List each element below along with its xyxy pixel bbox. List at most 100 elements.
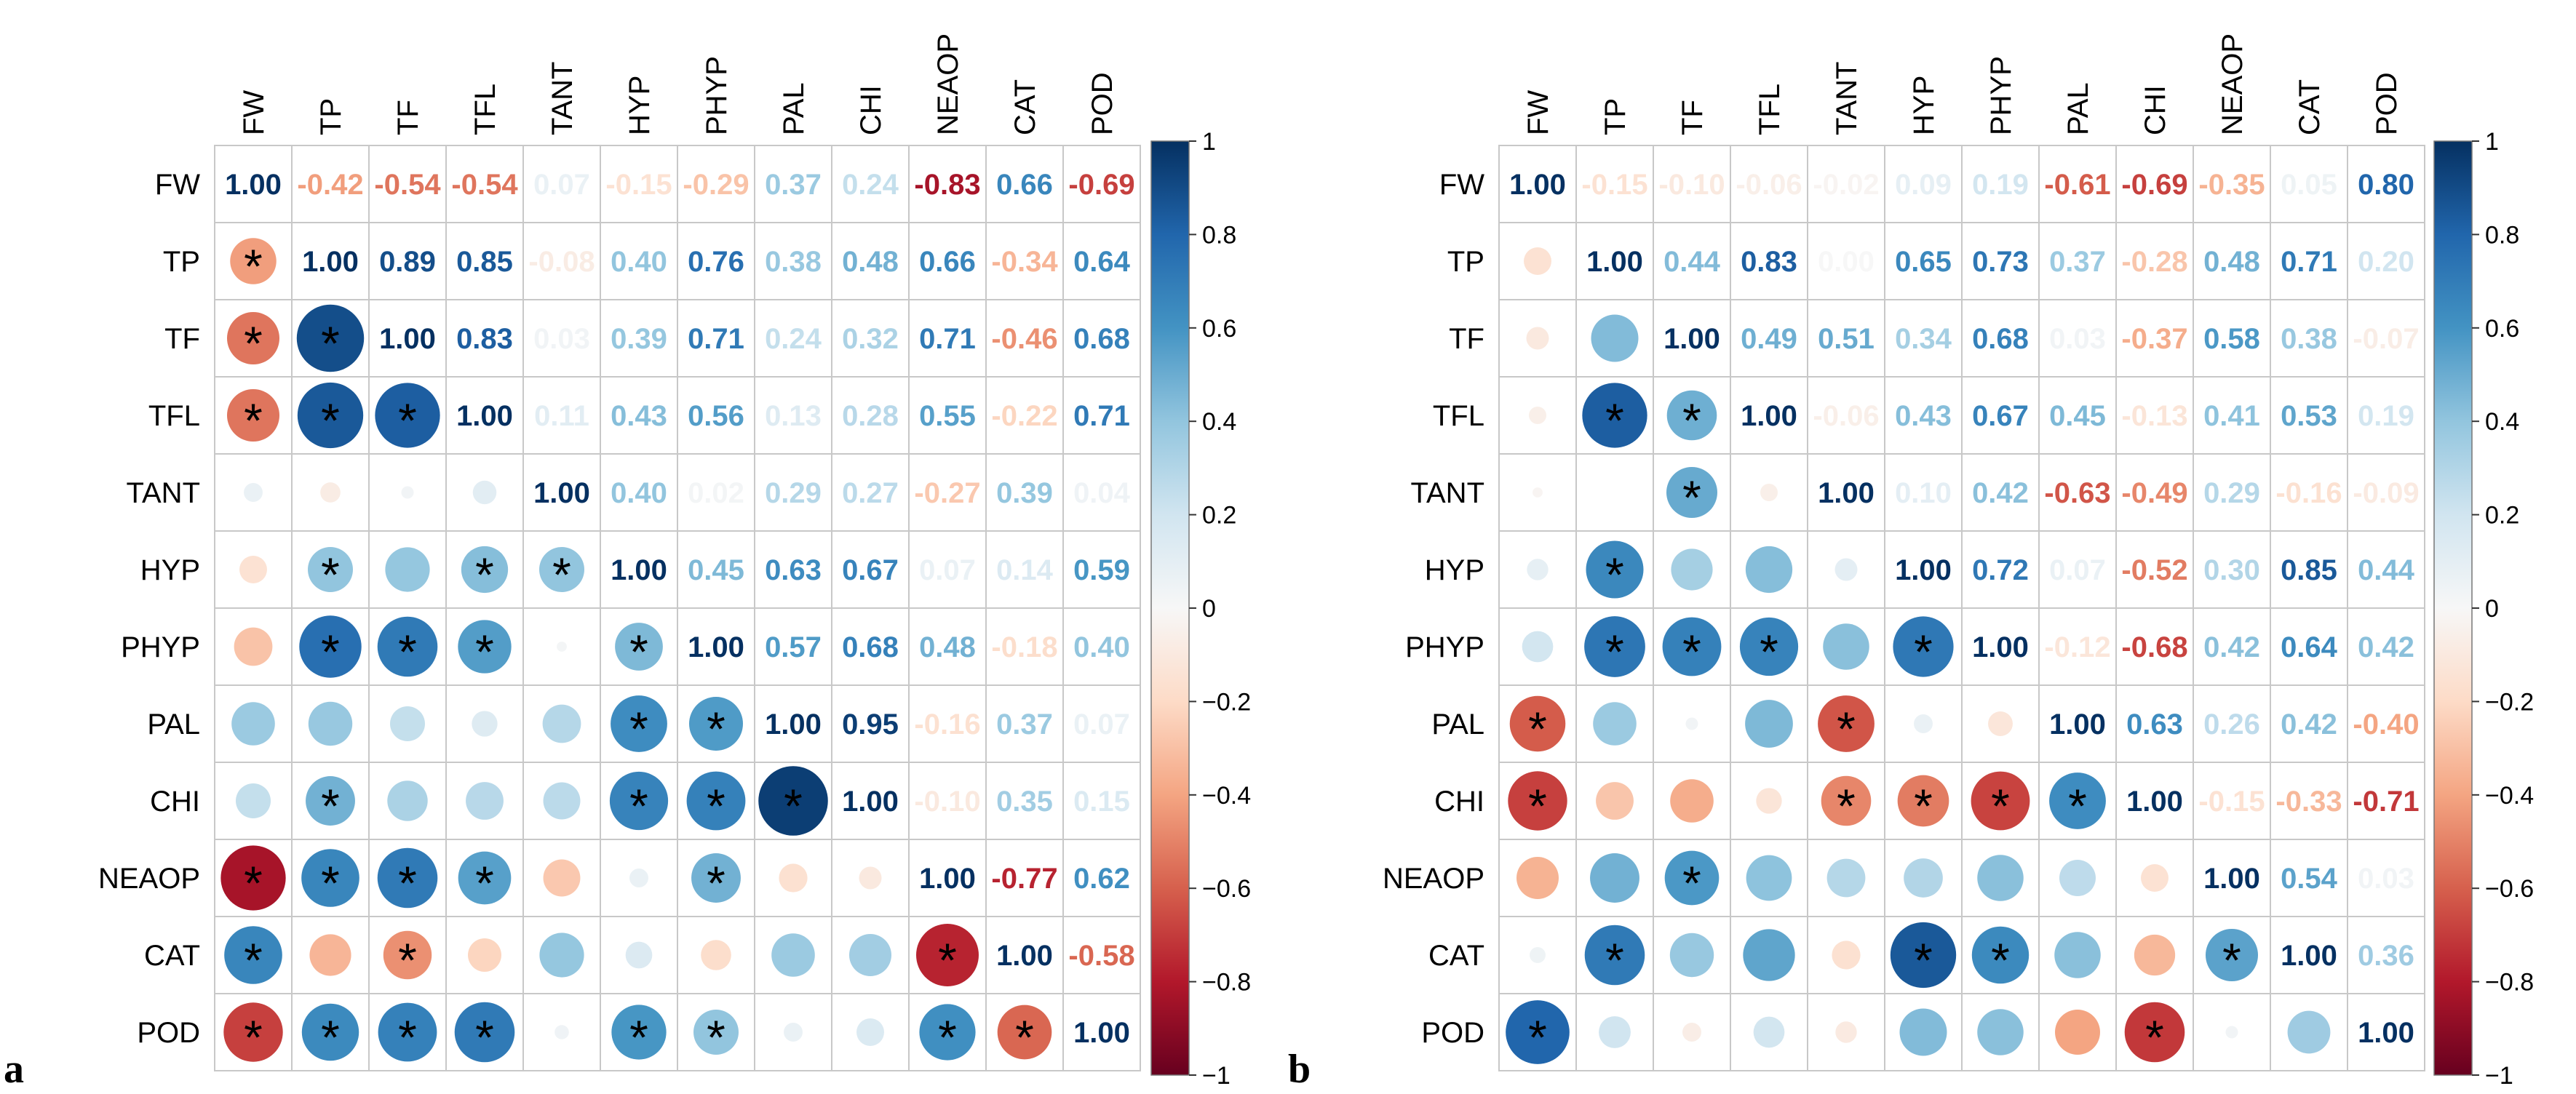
correlation-circle (472, 480, 497, 505)
coefficient-label: 0.54 (2281, 863, 2338, 895)
correlation-circle (1914, 714, 1933, 733)
coefficient-label: 1.00 (1509, 169, 1566, 201)
coefficient-label: 1.00 (688, 631, 744, 663)
coefficient-label: 0.07 (919, 554, 976, 586)
correlation-circle (856, 1018, 884, 1046)
coefficient-label: 1.00 (1073, 1017, 1130, 1049)
correlation-circle (1524, 247, 1551, 275)
coefficient-label: 0.48 (919, 631, 976, 663)
colorbar-tick-label: −0.4 (1202, 782, 1251, 810)
coefficient-label: -0.71 (2353, 786, 2419, 818)
correlation-circle (1904, 858, 1943, 898)
correlation-circle (784, 1023, 803, 1042)
correlation-circle (308, 547, 353, 592)
coefficient-label: 1.00 (765, 708, 822, 740)
coefficient-label: -0.46 (991, 323, 1057, 355)
coefficient-label: -0.40 (2353, 708, 2419, 740)
significance-star: * (398, 1010, 417, 1064)
correlation-circle (539, 547, 584, 592)
correlation-circle (554, 1025, 569, 1039)
coefficient-label: 0.83 (456, 323, 513, 355)
row-label: NEAOP (98, 863, 200, 895)
matrix-cell (2347, 993, 2425, 1071)
row-label: HYP (140, 554, 200, 586)
coefficient-label: 1.00 (379, 323, 436, 355)
significance-star: * (321, 1010, 340, 1064)
significance-star: * (1682, 471, 1701, 524)
colorbar-tick-label: −0.4 (2485, 782, 2534, 810)
correlation-circle (385, 547, 430, 592)
column-label: HYP (1908, 76, 1940, 135)
correlation-circle (1821, 775, 1872, 826)
correlation-circle (1823, 623, 1869, 670)
row-label: TANT (127, 477, 200, 509)
coefficient-label: 0.76 (688, 246, 744, 278)
significance-star: * (321, 316, 340, 370)
colorbar-tick-label: 0.2 (2485, 502, 2519, 530)
coefficient-label: 0.04 (1073, 477, 1131, 509)
column-label: PAL (778, 82, 810, 135)
coefficient-label: 0.62 (1073, 863, 1130, 895)
coefficient-label: -0.68 (2121, 631, 2187, 663)
row-label: PAL (147, 708, 200, 740)
coefficient-label: 0.00 (1818, 246, 1875, 278)
significance-star: * (629, 779, 648, 833)
panel-letter: a (4, 1047, 24, 1092)
correlation-circle (223, 1002, 283, 1062)
coefficient-label: 0.72 (1972, 554, 2029, 586)
coefficient-label: -0.29 (683, 169, 749, 201)
coefficient-label: -0.10 (914, 786, 980, 818)
coefficient-label: 0.39 (611, 323, 667, 355)
coefficient-label: 0.43 (611, 400, 667, 432)
row-label: TANT (1411, 477, 1484, 509)
column-label: TFL (1754, 84, 1786, 135)
significance-star: * (475, 1010, 494, 1064)
coefficient-label: 0.05 (2281, 169, 2337, 201)
row-label: CHI (1434, 786, 1484, 818)
row-label: CHI (150, 786, 200, 818)
column-label: TF (392, 100, 424, 135)
row-label: TP (163, 246, 200, 278)
matrix-cell (1062, 993, 1141, 1071)
coefficient-label: 1.00 (302, 246, 359, 278)
correlation-circle (1746, 855, 1792, 901)
correlation-circle (1760, 483, 1778, 502)
correlation-circle (1593, 702, 1637, 746)
column-label: CAT (2294, 79, 2326, 135)
colorbar-tick-label: 0.6 (1202, 315, 1236, 343)
significance-star: * (321, 779, 340, 833)
correlation-circle (916, 924, 979, 986)
column-label: POD (1086, 72, 1118, 135)
coefficient-label: 0.03 (533, 323, 590, 355)
column-label: CAT (1009, 79, 1041, 135)
correlation-circle (1599, 1016, 1631, 1048)
correlation-circle (1509, 695, 1566, 752)
significance-star: * (321, 394, 340, 447)
colorbar-tick-label: 1 (2485, 128, 2499, 156)
coefficient-label: 1.00 (533, 477, 590, 509)
coefficient-label: 0.64 (2281, 631, 2338, 663)
coefficient-label: 0.29 (765, 477, 822, 509)
correlation-circle (689, 697, 743, 751)
coefficient-label: 1.00 (611, 554, 667, 586)
colorbar-tick-label: −1 (2485, 1062, 2513, 1090)
correlation-circle (1508, 771, 1567, 831)
correlation-circle (2059, 860, 2096, 896)
correlation-circle (1971, 926, 2030, 984)
significance-star: * (1605, 548, 1624, 602)
correlation-circle (401, 486, 414, 499)
coefficient-label: -0.15 (605, 169, 672, 201)
coefficient-label: 0.85 (2281, 554, 2337, 586)
coefficient-label: 0.07 (533, 169, 590, 201)
significance-star: * (1528, 702, 1547, 756)
significance-star: * (398, 933, 417, 987)
significance-star: * (244, 316, 263, 370)
coefficient-label: 0.42 (2281, 708, 2337, 740)
correlation-circle (1590, 853, 1639, 903)
coefficient-label: -0.27 (914, 477, 980, 509)
correlation-circle (691, 853, 741, 903)
significance-star: * (244, 933, 263, 987)
row-label: FW (1439, 169, 1484, 201)
significance-star: * (2068, 779, 2087, 833)
correlation-circle (997, 1005, 1052, 1060)
